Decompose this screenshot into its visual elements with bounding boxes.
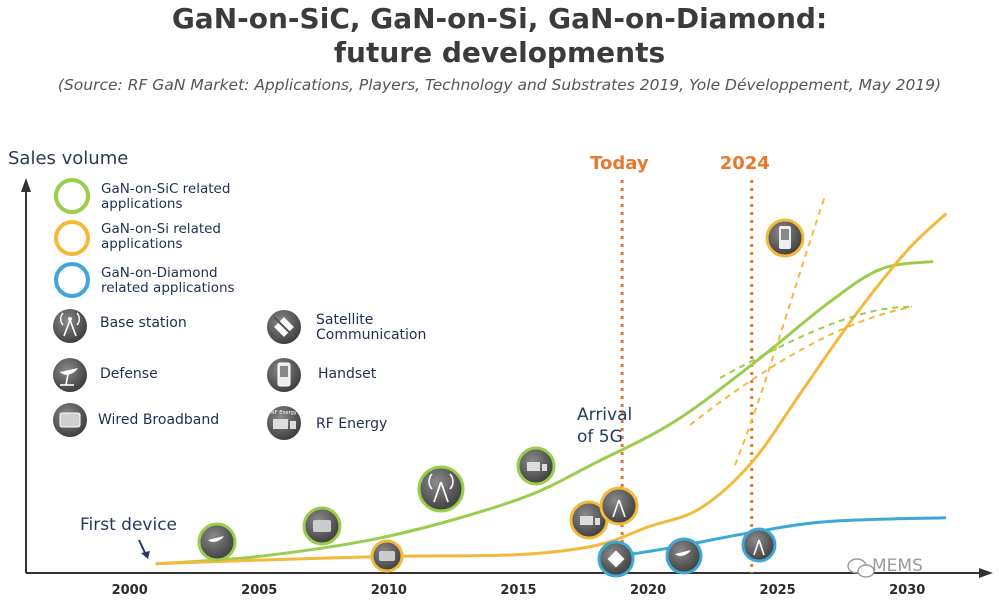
chart-bubble-base-station-2025 xyxy=(741,527,777,563)
sic-projection-dashed xyxy=(719,305,913,379)
legend-item-diamond: GaN-on-Diamond related applications xyxy=(101,266,235,296)
handset-icon xyxy=(267,358,301,392)
x-tick-label: 2030 xyxy=(889,583,926,598)
title-line-1: GaN-on-SiC, GaN-on-Si, GaN-on-Diamond: xyxy=(171,2,828,35)
legend-si-line2: applications xyxy=(101,236,183,252)
chart-bubble-handset-2026 xyxy=(765,218,805,258)
satellite-icon xyxy=(267,310,301,344)
app-label-satellite-line2: Communication xyxy=(316,327,427,343)
x-tick-label: 2005 xyxy=(241,583,278,598)
series-line-gan-on-si xyxy=(155,212,948,566)
legend-circle-si xyxy=(54,220,90,256)
app-label-defense: Defense xyxy=(100,366,158,382)
legend-diamond-line2: related applications xyxy=(101,280,235,296)
today-marker-label: Today xyxy=(590,153,649,174)
series-line-gan-on-sic xyxy=(155,260,934,566)
x-tick-label: 2015 xyxy=(500,583,537,598)
legend-circle-diamond xyxy=(54,262,90,298)
si-projection-dashed-steep xyxy=(734,195,826,466)
legend-circle-sic xyxy=(54,178,90,214)
first-device-annotation: First device xyxy=(80,515,178,535)
app-label-base-station: Base station xyxy=(100,315,187,331)
x-axis-arrow xyxy=(979,568,993,578)
legend-sic-line2: applications xyxy=(101,196,183,212)
chart-bubble-rf-energy-2019 xyxy=(569,500,609,540)
chart-bubble-broadband-2011 xyxy=(370,539,404,573)
app-label-rf-energy: RF Energy xyxy=(316,416,388,432)
base-station-icon xyxy=(53,309,87,343)
source-note: (Source: RF GaN Market: Applications, Pl… xyxy=(57,76,942,94)
arrival-5g-line2: of 5G xyxy=(577,427,623,447)
app-label-handset: Handset xyxy=(318,366,377,382)
year-2024-marker-label: 2024 xyxy=(719,153,770,174)
chart-bubble-base-station-2014 xyxy=(417,465,465,513)
title-line-2: future developments xyxy=(333,36,666,69)
y-axis-arrow xyxy=(21,178,31,192)
legend-si-line1: GaN-on-Si related xyxy=(101,221,222,237)
chart-bubble-broadband-2009 xyxy=(302,506,342,546)
chart-bubble-defense-2023 xyxy=(665,537,703,575)
x-tick-label: 2025 xyxy=(759,583,796,598)
watermark-text: MEMS xyxy=(872,556,923,576)
chart-bubble-rf-energy-2017 xyxy=(516,446,556,486)
app-label-satellite-line1: Satellite xyxy=(316,312,374,328)
rf-energy-icon: RF Energy xyxy=(267,406,301,440)
app-label-satellite: Satellite Communication xyxy=(316,313,426,343)
si-projection-dashed-flat xyxy=(689,306,913,426)
chart-bubble-defense-2004 xyxy=(197,522,237,562)
legend-diamond-line1: GaN-on-Diamond xyxy=(101,265,218,281)
x-tick-label: 2020 xyxy=(629,583,667,598)
svg-text:RF Energy: RF Energy xyxy=(271,410,296,416)
app-label-wired-broadband: Wired Broadband xyxy=(98,412,220,428)
chart-bubble-base-station-2020 xyxy=(599,486,639,526)
radar-dish-icon xyxy=(53,358,87,392)
legend-item-si: GaN-on-Si related applications xyxy=(101,222,221,252)
first-device-arrowhead xyxy=(141,551,150,559)
x-tick-label: 2000 xyxy=(111,583,148,598)
legend-item-sic: GaN-on-SiC related applications xyxy=(101,182,230,212)
x-tick-label: 2010 xyxy=(370,583,407,598)
wechat-watermark-icon xyxy=(847,558,875,578)
arrival-5g-line1: Arrival xyxy=(577,405,633,425)
chart-bubble-satellite-2020 xyxy=(597,540,635,578)
broadband-icon xyxy=(53,403,87,437)
legend-sic-line1: GaN-on-SiC related xyxy=(101,181,231,197)
arrival-5g-annotation: Arrival of 5G xyxy=(577,404,632,448)
y-axis-label: Sales volume xyxy=(8,148,129,169)
